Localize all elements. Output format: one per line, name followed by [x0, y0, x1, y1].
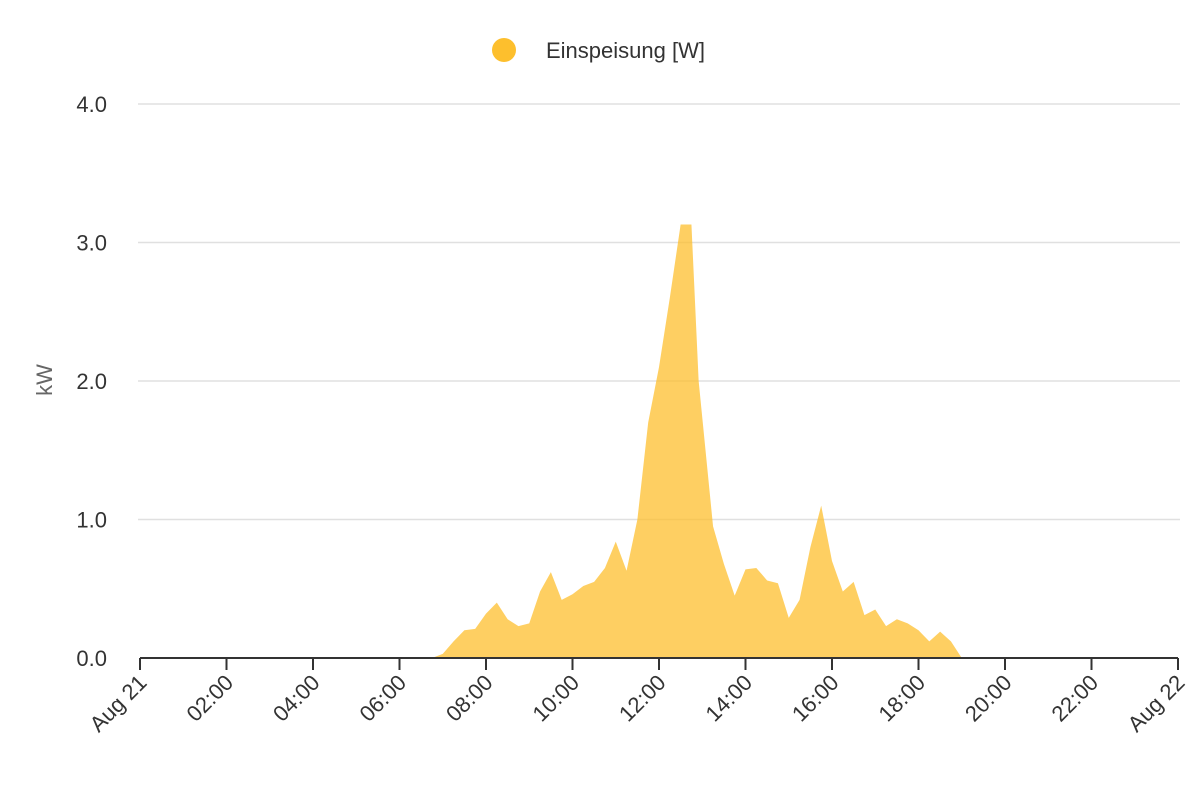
x-tick-label: 12:00 — [614, 670, 671, 727]
legend[interactable]: Einspeisung [W] — [492, 38, 705, 63]
x-tick-label: 08:00 — [441, 670, 498, 727]
legend-marker — [492, 38, 516, 62]
y-tick-label: 4.0 — [76, 92, 107, 117]
y-axis-label: kW — [32, 364, 57, 396]
x-tick-label: 18:00 — [873, 670, 930, 727]
x-tick-label: 16:00 — [787, 670, 844, 727]
x-tick-label: 22:00 — [1046, 670, 1103, 727]
y-tick-label: 1.0 — [76, 508, 107, 533]
x-tick-label: 10:00 — [527, 670, 584, 727]
x-tick-label: 02:00 — [181, 670, 238, 727]
x-tick-label: Aug 22 — [1123, 670, 1190, 737]
x-axis-ticks: Aug 21 02:00 04:00 06:00 08:00 10:00 12:00 14:0… — [85, 658, 1190, 737]
y-tick-label: 0.0 — [76, 646, 107, 671]
x-tick-label: 20:00 — [960, 670, 1017, 727]
y-tick-label: 3.0 — [76, 231, 107, 256]
area-series — [140, 224, 1178, 658]
x-tick-label: 14:00 — [700, 670, 757, 727]
y-axis-ticks: 0.0 1.0 2.0 3.0 4.0 — [76, 92, 107, 671]
x-tick-label: 06:00 — [354, 670, 411, 727]
x-tick-label: 04:00 — [268, 670, 325, 727]
legend-label: Einspeisung [W] — [546, 38, 705, 63]
y-tick-label: 2.0 — [76, 369, 107, 394]
x-tick-label: Aug 21 — [85, 670, 152, 737]
